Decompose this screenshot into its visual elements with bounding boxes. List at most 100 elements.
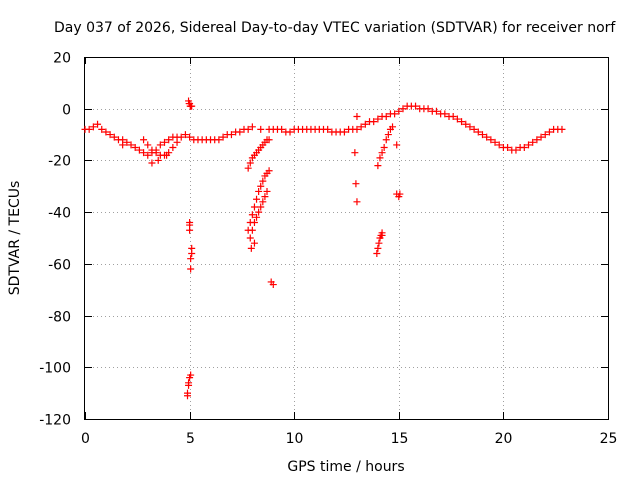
data-point bbox=[119, 141, 127, 149]
data-point bbox=[525, 141, 533, 149]
x-tick-label: 0 bbox=[81, 431, 90, 447]
data-point bbox=[259, 198, 267, 206]
data-point bbox=[512, 146, 520, 154]
data-point bbox=[453, 115, 461, 123]
data-point bbox=[389, 123, 397, 131]
data-point bbox=[187, 265, 195, 273]
data-point bbox=[374, 244, 382, 252]
data-point bbox=[376, 154, 384, 162]
data-point bbox=[152, 149, 160, 157]
data-point bbox=[466, 123, 474, 131]
data-point bbox=[156, 141, 164, 149]
data-point bbox=[257, 125, 265, 133]
data-point bbox=[393, 141, 401, 149]
x-axis-ticks: 0 5 10 15 20 25 bbox=[81, 57, 617, 447]
data-point bbox=[462, 120, 470, 128]
y-tick-label: 20 bbox=[53, 51, 71, 67]
data-point bbox=[395, 107, 403, 115]
data-point bbox=[373, 250, 381, 258]
data-point bbox=[154, 156, 162, 164]
data-point bbox=[529, 138, 537, 146]
data-point bbox=[449, 112, 457, 120]
data-point bbox=[533, 136, 541, 144]
data-point bbox=[259, 177, 267, 185]
data-point bbox=[186, 218, 194, 226]
data-point bbox=[188, 244, 196, 252]
data-point bbox=[253, 195, 261, 203]
data-point bbox=[127, 141, 135, 149]
data-point bbox=[85, 125, 93, 133]
data-point bbox=[247, 244, 255, 252]
data-point bbox=[370, 118, 378, 126]
data-point bbox=[351, 149, 359, 157]
data-point bbox=[495, 141, 503, 149]
data-point bbox=[236, 128, 244, 136]
data-point bbox=[144, 141, 152, 149]
data-point bbox=[188, 102, 196, 110]
data-point bbox=[391, 110, 399, 118]
x-tick-label: 20 bbox=[495, 431, 513, 447]
x-axis-label: GPS time / hours bbox=[287, 459, 404, 475]
data-point bbox=[375, 239, 383, 247]
data-point bbox=[148, 146, 156, 154]
data-point bbox=[250, 203, 258, 211]
data-point bbox=[173, 138, 181, 146]
data-point bbox=[227, 131, 235, 139]
data-point bbox=[541, 131, 549, 139]
data-point bbox=[399, 105, 407, 113]
data-point bbox=[396, 190, 404, 198]
data-point bbox=[185, 379, 193, 387]
data-point bbox=[140, 149, 148, 157]
data-point bbox=[265, 167, 273, 175]
data-point bbox=[248, 211, 256, 219]
data-point bbox=[424, 105, 432, 113]
data-point bbox=[244, 125, 252, 133]
data-point bbox=[248, 226, 256, 234]
data-point bbox=[261, 193, 269, 201]
data-point bbox=[378, 229, 386, 237]
data-point bbox=[384, 131, 392, 139]
y-axis-label: SDTVAR / TECUs bbox=[7, 181, 23, 296]
data-point bbox=[278, 125, 286, 133]
data-point bbox=[357, 123, 365, 131]
x-tick-label: 10 bbox=[286, 431, 304, 447]
data-point bbox=[177, 133, 185, 141]
y-tick-label: -60 bbox=[48, 258, 71, 274]
data-point bbox=[163, 151, 171, 159]
data-point bbox=[458, 118, 466, 126]
data-point bbox=[89, 123, 97, 131]
data-point bbox=[353, 125, 361, 133]
y-tick-label: -40 bbox=[48, 206, 71, 222]
data-point bbox=[361, 120, 369, 128]
data-point bbox=[98, 125, 106, 133]
data-point bbox=[432, 107, 440, 115]
data-point bbox=[169, 144, 177, 151]
data-point bbox=[131, 144, 139, 151]
data-point bbox=[181, 131, 189, 139]
data-point bbox=[478, 131, 486, 139]
data-point bbox=[253, 213, 261, 221]
data-point bbox=[148, 159, 156, 167]
y-tick-label: 0 bbox=[62, 103, 71, 119]
data-point bbox=[94, 120, 102, 128]
data-point bbox=[520, 144, 528, 151]
data-point bbox=[186, 133, 194, 141]
data-point bbox=[441, 110, 449, 118]
data-point bbox=[382, 136, 390, 144]
x-tick-label: 25 bbox=[600, 431, 618, 447]
data-point bbox=[135, 146, 143, 154]
data-point bbox=[537, 133, 545, 141]
data-point bbox=[374, 115, 382, 123]
data-point bbox=[374, 162, 382, 170]
y-tick-label: -20 bbox=[48, 154, 71, 170]
data-point bbox=[102, 128, 110, 136]
x-tick-label: 15 bbox=[391, 431, 409, 447]
data-point bbox=[269, 281, 277, 289]
data-point bbox=[380, 144, 388, 151]
data-point bbox=[504, 144, 512, 151]
data-point bbox=[255, 187, 263, 195]
data-point bbox=[106, 131, 114, 139]
y-tick-label: -80 bbox=[48, 310, 71, 326]
y-axis-ticks: 20 0 -20 -40 -60 -80 -100 -120 bbox=[39, 51, 608, 429]
